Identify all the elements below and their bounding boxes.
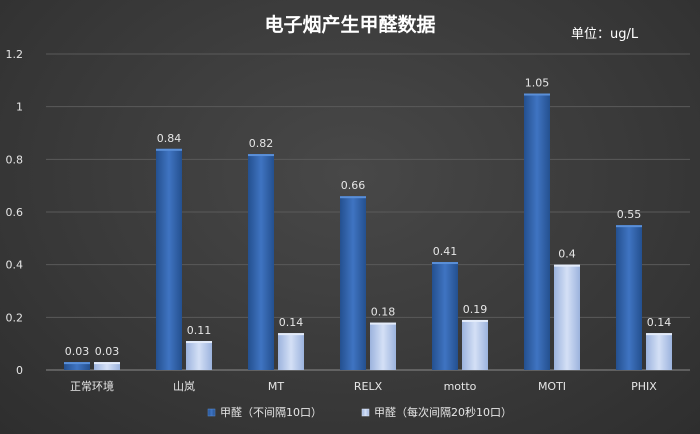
y-tick-label: 0.8 bbox=[6, 153, 24, 166]
data-label: 0.03 bbox=[65, 345, 90, 358]
data-label: 0.14 bbox=[279, 316, 304, 329]
bar-top-highlight bbox=[340, 196, 366, 199]
bar-interval bbox=[462, 319, 488, 370]
bar-top-highlight bbox=[156, 148, 182, 151]
category-label: motto bbox=[444, 380, 477, 393]
category-label: MOTI bbox=[538, 380, 566, 393]
bar-top-highlight bbox=[64, 362, 90, 365]
y-tick-label: 1 bbox=[16, 101, 23, 114]
bar-continuous bbox=[432, 262, 458, 370]
legend-swatch bbox=[361, 408, 370, 417]
category-label: 正常环境 bbox=[70, 379, 114, 393]
bar-interval bbox=[646, 333, 672, 370]
bar-interval bbox=[94, 362, 120, 370]
data-label: 1.05 bbox=[525, 77, 550, 90]
chart-title: 电子烟产生甲醛数据 bbox=[264, 13, 435, 36]
y-tick-label: 1.2 bbox=[6, 48, 24, 61]
y-tick-label: 0.6 bbox=[6, 206, 24, 219]
bar-interval bbox=[278, 333, 304, 370]
data-label: 0.4 bbox=[558, 248, 576, 261]
bar-continuous bbox=[248, 154, 274, 370]
data-label: 0.11 bbox=[187, 324, 212, 337]
data-label: 0.82 bbox=[249, 137, 274, 150]
bar-top-highlight bbox=[616, 225, 642, 228]
bar-continuous bbox=[524, 93, 550, 370]
bar-interval bbox=[370, 322, 396, 370]
category-label: MT bbox=[268, 380, 284, 393]
data-label: 0.55 bbox=[617, 208, 642, 221]
bar-top-highlight bbox=[248, 154, 274, 157]
bar-top-highlight bbox=[432, 262, 458, 265]
bar-interval bbox=[554, 264, 580, 370]
data-label: 0.03 bbox=[95, 345, 120, 358]
bar-top-highlight bbox=[370, 322, 396, 325]
legend-entry: 甲醛（不间隔10口） bbox=[220, 405, 322, 419]
data-label: 0.19 bbox=[463, 303, 488, 316]
bar-continuous bbox=[156, 148, 182, 370]
data-label: 0.18 bbox=[371, 306, 396, 319]
y-tick-label: 0 bbox=[16, 364, 23, 377]
data-label: 0.41 bbox=[433, 245, 458, 258]
bar-top-highlight bbox=[524, 93, 550, 96]
bar-continuous bbox=[64, 362, 90, 370]
y-tick-label: 0.4 bbox=[6, 259, 24, 272]
data-label: 0.14 bbox=[647, 316, 672, 329]
bar-top-highlight bbox=[94, 362, 120, 365]
category-label: PHIX bbox=[631, 380, 657, 393]
bar-top-highlight bbox=[554, 264, 580, 267]
legend-entry: 甲醛（每次间隔20秒10口） bbox=[374, 405, 512, 419]
bar-top-highlight bbox=[646, 333, 672, 336]
data-label: 0.84 bbox=[157, 132, 182, 145]
y-tick-label: 0.2 bbox=[6, 311, 24, 324]
category-label: RELX bbox=[354, 380, 383, 393]
bar-interval bbox=[186, 341, 212, 370]
category-label: 山岚 bbox=[173, 380, 195, 393]
bar-top-highlight bbox=[462, 319, 488, 322]
data-label: 0.66 bbox=[341, 179, 366, 192]
unit-label: 单位：ug/L bbox=[571, 27, 639, 42]
legend-swatch bbox=[207, 408, 216, 417]
bar-top-highlight bbox=[186, 341, 212, 344]
bar-continuous bbox=[340, 196, 366, 370]
bar-top-highlight bbox=[278, 333, 304, 336]
bar-continuous bbox=[616, 225, 642, 370]
